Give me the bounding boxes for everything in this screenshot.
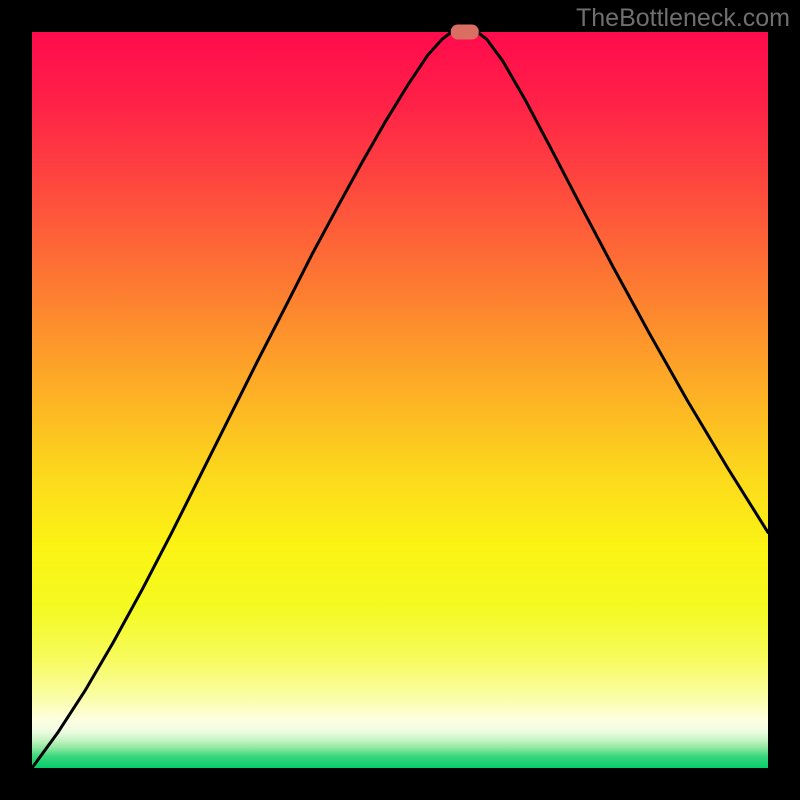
plot-background [32, 32, 768, 768]
watermark-text: TheBottleneck.com [576, 4, 790, 33]
optimum-marker [451, 25, 479, 40]
plot-area [32, 25, 768, 769]
chart-svg [0, 0, 800, 800]
chart-stage: TheBottleneck.com [0, 0, 800, 800]
